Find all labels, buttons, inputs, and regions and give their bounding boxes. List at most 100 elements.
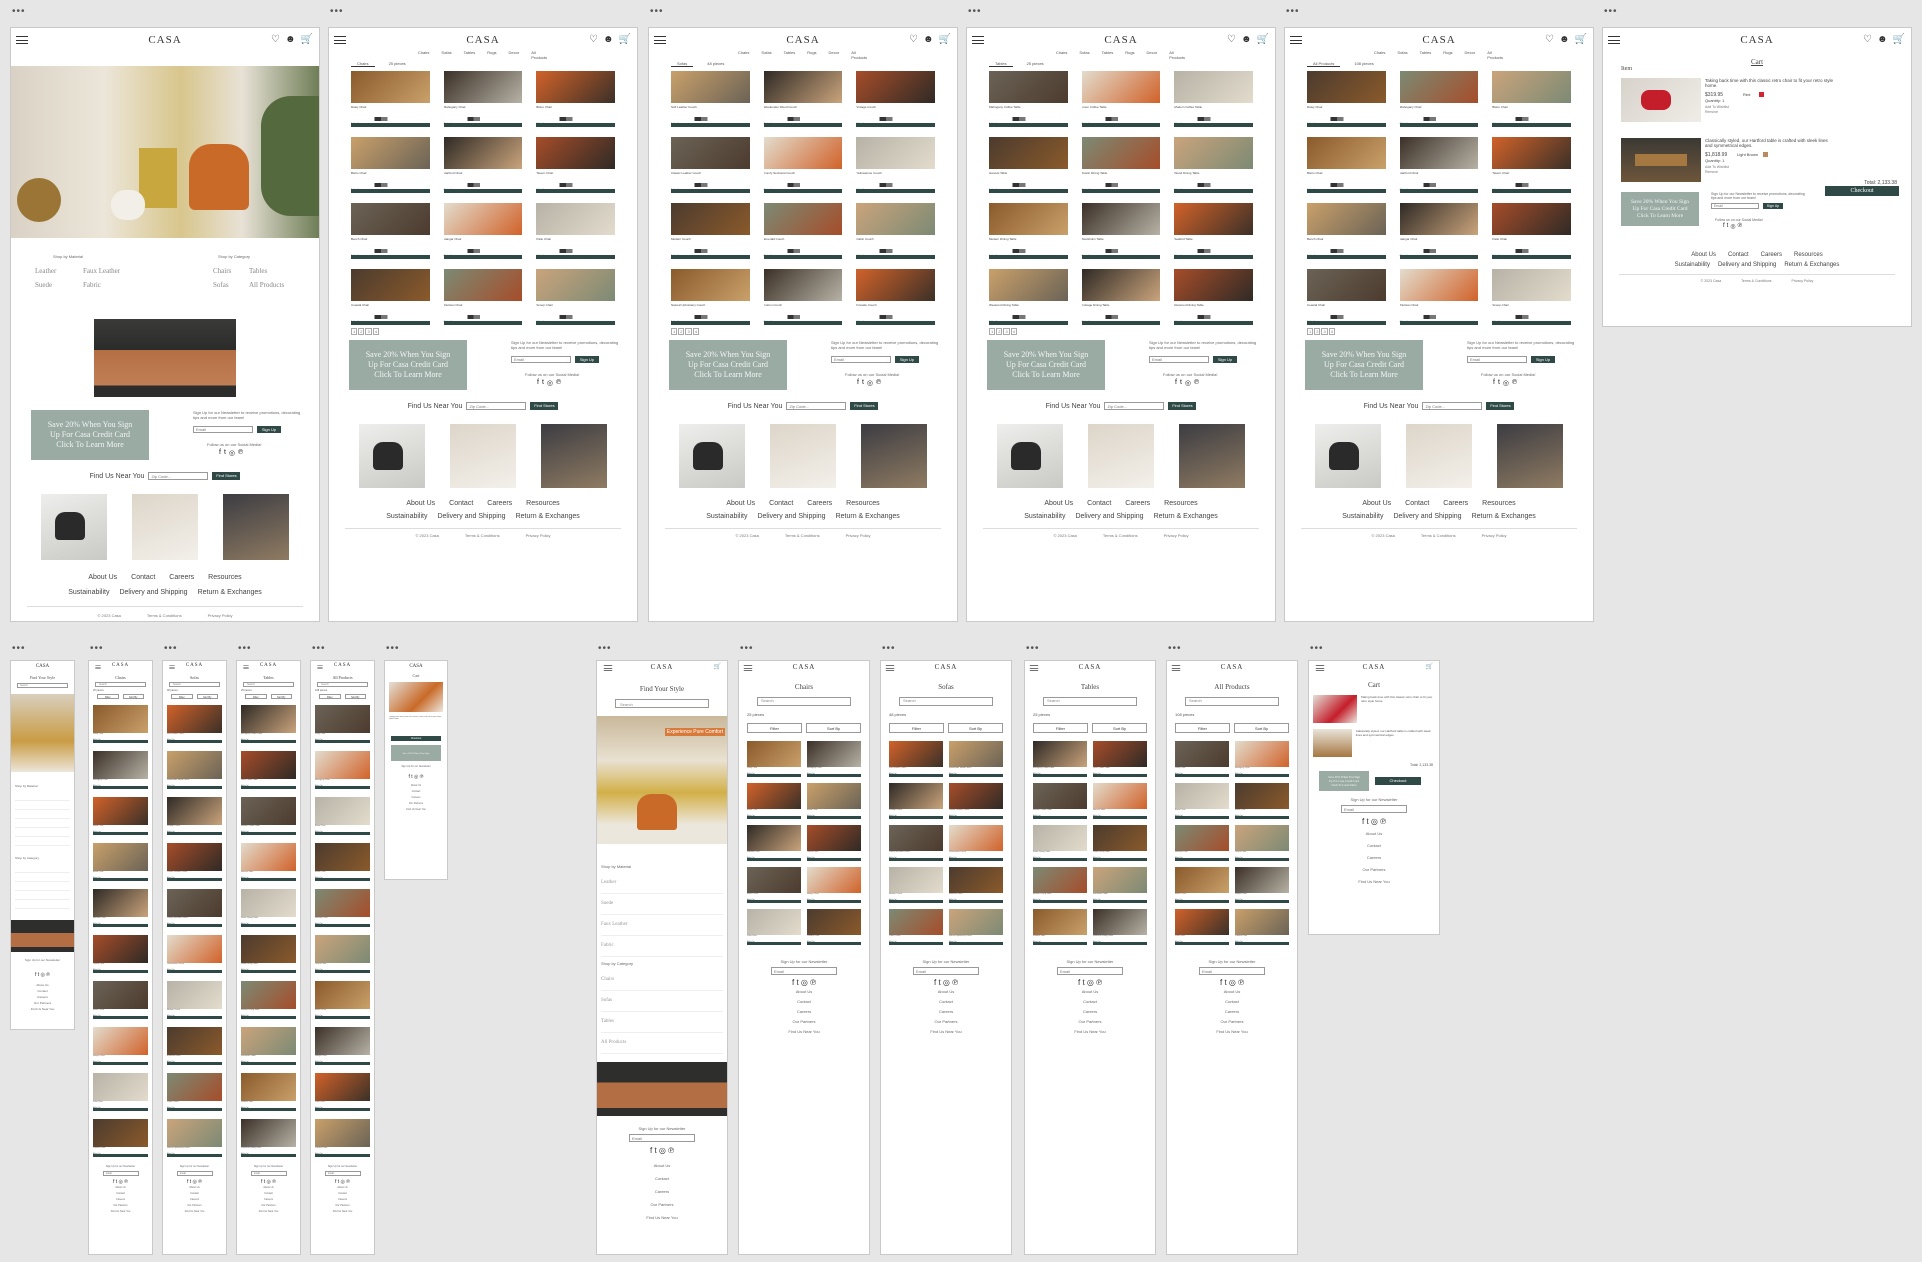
cart-item-qty[interactable]: Quantity: 1 — [1705, 158, 1725, 163]
product-name[interactable]: Scoop Chair — [536, 303, 553, 307]
footer-link[interactable]: About Us — [337, 1186, 348, 1189]
product-image[interactable] — [949, 867, 1003, 893]
add-to-cart-button[interactable]: Add to Cart — [763, 189, 843, 193]
product-image[interactable] — [747, 867, 801, 893]
credit-card-promo[interactable]: Save 20% When You Sign — [391, 745, 441, 761]
add-to-cart-button[interactable]: Add to Cart — [1235, 900, 1289, 903]
add-to-wishlist-link[interactable]: Add To Wishlist — [1705, 165, 1729, 169]
product-name[interactable]: Wood Dining Table — [1093, 851, 1110, 853]
color-swatches[interactable] — [1174, 183, 1253, 187]
product-card[interactable]: Hartford Chair Add to Cart — [315, 889, 370, 927]
add-to-cart-button[interactable]: Add to Cart — [747, 900, 801, 903]
product-card[interactable]: Restored Dining Table Add to Cart — [1174, 269, 1253, 325]
nav-link[interactable]: Rugs — [807, 50, 817, 55]
product-image[interactable] — [1307, 71, 1386, 103]
product-image[interactable] — [351, 71, 430, 103]
product-name[interactable]: Cottage Dining Table — [1081, 303, 1110, 307]
twitter-icon[interactable]: t — [861, 379, 864, 386]
add-to-cart-button[interactable]: Add to Cart — [93, 1062, 148, 1065]
product-image[interactable] — [93, 705, 148, 733]
footer-link[interactable]: About Us — [410, 784, 422, 787]
product-name[interactable]: Hartford Chair — [93, 917, 106, 919]
add-to-cart-button[interactable]: Add to Cart — [807, 858, 861, 861]
product-name[interactable]: Comfy Sectional Couch — [763, 171, 796, 175]
social-icons[interactable]: f t ◎ ℗ — [1362, 817, 1386, 826]
product-card[interactable]: Bistro Chair Add to Cart — [1307, 137, 1386, 193]
footer-link-delivery[interactable]: Delivery and Shipping — [119, 589, 188, 596]
product-name[interactable]: Seabird Table — [1033, 935, 1046, 937]
color-swatches[interactable] — [1307, 183, 1386, 187]
nav-link[interactable]: Decor — [508, 50, 520, 55]
product-card[interactable]: Hangar Chair Add to Cart — [1235, 867, 1289, 903]
product-image[interactable] — [315, 1027, 370, 1055]
add-to-cart-button[interactable]: Add to Cart — [1093, 774, 1147, 777]
product-card[interactable]: Patio Chair Add to Cart — [93, 1073, 148, 1111]
filter-button[interactable]: Filter — [889, 723, 944, 733]
add-to-cart-button[interactable]: Add to Cart — [167, 970, 222, 973]
account-icon[interactable]: ☻ — [285, 34, 296, 45]
privacy-link[interactable]: Privacy Policy — [207, 613, 233, 618]
product-name[interactable]: Mahogany Coffee Table — [989, 105, 1021, 109]
add-to-cart-button[interactable]: Add to Cart — [671, 123, 750, 127]
footer-link[interactable]: Find Us Near You — [1358, 879, 1390, 884]
color-swatches[interactable] — [1492, 117, 1571, 121]
product-image[interactable] — [747, 825, 801, 851]
facebook-icon[interactable]: f — [537, 379, 539, 386]
product-name[interactable]: Rustic Dining Table — [241, 917, 259, 919]
product-card[interactable]: Bistro Chair Add to Cart — [1235, 783, 1289, 819]
footer-link[interactable]: Contact — [939, 999, 953, 1004]
product-card[interactable]: Weekender Wood Couch Add to Cart — [167, 751, 222, 789]
product-card[interactable]: Linen Coffee Table Add to Cart — [1093, 741, 1147, 777]
product-name[interactable]: Vintage Couch — [167, 825, 181, 827]
add-to-cart-button[interactable]: Add to Cart — [536, 123, 615, 127]
product-card[interactable]: Daisy Chair Add to Cart — [747, 741, 801, 777]
heart-icon[interactable]: ♡ — [909, 34, 919, 45]
page-number[interactable]: 2 — [1314, 328, 1321, 335]
color-swatches[interactable] — [1174, 315, 1253, 319]
product-card[interactable]: Comfy Sectional Couch Add to Cart — [167, 889, 222, 927]
product-image[interactable] — [93, 1119, 148, 1147]
search-input[interactable]: Search — [757, 697, 851, 706]
add-to-cart-button[interactable]: Add to Cart — [167, 786, 222, 789]
email-field[interactable] — [1467, 356, 1527, 363]
product-image[interactable] — [1033, 783, 1087, 809]
product-card[interactable]: Hangar Chair Add to Cart — [443, 203, 523, 259]
menu-icon[interactable] — [95, 665, 101, 669]
product-card[interactable]: Hangar Chair Add to Cart — [807, 867, 861, 903]
color-swatches[interactable] — [536, 183, 615, 187]
product-card[interactable]: Seabird Table Add to Cart — [241, 1073, 296, 1111]
privacy-link[interactable]: Privacy Policy — [1791, 279, 1814, 283]
footer-link-sustainability[interactable]: Sustainability — [1024, 513, 1066, 520]
product-name[interactable]: Weekender Wood Couch — [167, 779, 190, 781]
footer-link-returns[interactable]: Return & Exchanges — [515, 513, 580, 520]
product-name[interactable]: Modern Coffee Table — [1033, 809, 1052, 811]
account-icon[interactable]: ☻ — [923, 34, 934, 45]
pinterest-icon[interactable]: ℗ — [1194, 379, 1200, 386]
search-input[interactable]: Search — [899, 697, 993, 706]
product-image[interactable] — [1235, 825, 1289, 851]
product-image[interactable] — [671, 137, 750, 169]
terms-link[interactable]: Terms & Conditions — [1741, 279, 1772, 283]
social-icons[interactable]: f t ◎ ℗ — [35, 972, 50, 978]
cart-icon[interactable]: 🛒 — [618, 34, 631, 45]
product-name[interactable]: Bistro Chair — [1235, 809, 1246, 811]
footer-link[interactable]: Contact — [1083, 999, 1097, 1004]
product-card[interactable]: Bistro Chair Add to Cart — [315, 797, 370, 835]
product-card[interactable]: Fireside Couch Add to Cart — [856, 269, 935, 325]
product-card[interactable]: Cottage Dining Table Add to Cart — [1081, 269, 1161, 325]
nav-link[interactable]: Decor — [1146, 50, 1158, 55]
filter-button[interactable]: Filter — [97, 694, 119, 699]
search-input[interactable]: Search — [169, 682, 220, 687]
footer-link-sustainability[interactable]: Sustainability — [706, 513, 748, 520]
add-to-cart-button[interactable]: Add to Cart — [1492, 255, 1571, 259]
footer-link[interactable]: Careers — [37, 995, 48, 999]
checkout-button[interactable]: Checkout — [1375, 777, 1421, 785]
sort-button[interactable]: Sort By — [122, 694, 144, 699]
footer-link-sustainability[interactable]: Sustainability — [1674, 262, 1710, 268]
footer-link-about[interactable]: About Us — [726, 500, 756, 507]
add-to-cart-button[interactable]: Add to Cart — [443, 321, 523, 325]
terms-link[interactable]: Terms & Conditions — [464, 533, 500, 538]
color-swatches[interactable] — [989, 315, 1068, 319]
product-image[interactable] — [167, 705, 222, 733]
instagram-icon[interactable]: ◎ — [866, 380, 874, 387]
